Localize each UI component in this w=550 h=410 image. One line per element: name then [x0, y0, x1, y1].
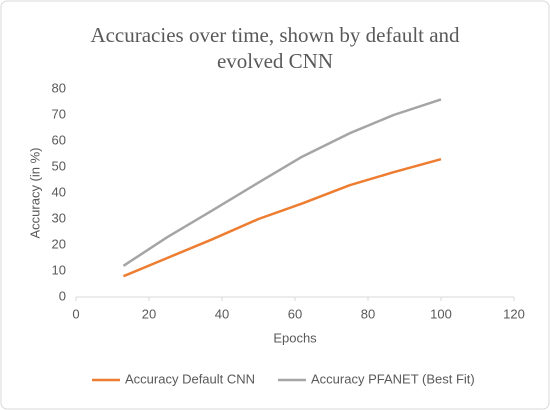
- x-tick-label: 0: [72, 306, 79, 321]
- chart-title: Accuracies over time, shown by default a…: [90, 23, 460, 73]
- y-tick-label: 50: [52, 158, 66, 173]
- x-tick-label: 100: [430, 306, 452, 321]
- x-tick-label: 120: [503, 306, 525, 321]
- x-tick-label: 80: [361, 306, 375, 321]
- x-tick-label: 40: [215, 306, 229, 321]
- series-line: [122, 157, 442, 278]
- x-tick-label: 20: [142, 306, 156, 321]
- y-tick-label: 10: [52, 262, 66, 277]
- series-line: [122, 98, 442, 267]
- y-tick-label: 0: [59, 288, 66, 303]
- y-tick-label: 60: [52, 132, 66, 147]
- x-axis-label: Epochs: [273, 330, 317, 345]
- y-tick-label: 30: [52, 210, 66, 225]
- y-tick-label: 70: [52, 106, 66, 121]
- y-tick-label: 80: [52, 80, 66, 95]
- legend-label: Accuracy PFANET (Best Fit): [311, 371, 475, 386]
- y-tick-label: 20: [52, 236, 66, 251]
- y-axis-label: Accuracy (in %): [27, 147, 42, 238]
- x-tick-label: 60: [288, 306, 302, 321]
- y-tick-label: 40: [52, 184, 66, 199]
- legend-label: Accuracy Default CNN: [125, 371, 255, 386]
